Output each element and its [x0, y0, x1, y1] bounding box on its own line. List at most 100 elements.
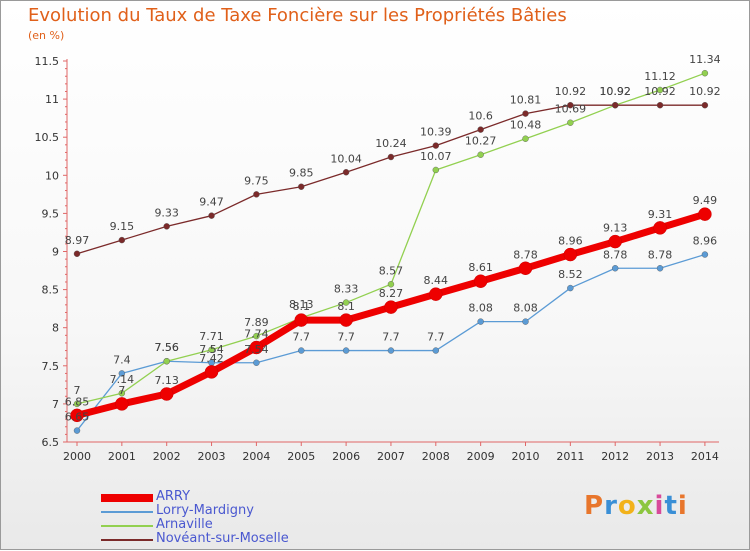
data-label-lorry-mardigny: 7.54: [244, 343, 269, 356]
data-label-nov-ant-sur-moselle: 9.47: [199, 196, 224, 209]
data-point-arnaville: [73, 400, 81, 408]
legend-label: Lorry-Mardigny: [156, 503, 254, 518]
data-label-arry: 8.78: [513, 248, 538, 261]
data-point-nov-ant-sur-moselle: [432, 142, 439, 149]
data-label-arry: 8.61: [468, 261, 493, 274]
data-label-nov-ant-sur-moselle: 10.39: [420, 126, 452, 139]
data-label-lorry-mardigny: 7.4: [113, 353, 131, 366]
data-point-arnaville: [253, 332, 260, 340]
data-label-arnaville: 11.12: [644, 70, 676, 83]
x-tick-label: 2009: [467, 450, 495, 463]
data-point-nov-ant-sur-moselle: [477, 126, 484, 133]
data-point-nov-ant-sur-moselle: [253, 191, 260, 198]
data-point-arry: [429, 287, 443, 301]
data-label-arnaville: 7.56: [154, 341, 179, 354]
data-point-nov-ant-sur-moselle: [73, 250, 81, 257]
data-point-nov-ant-sur-moselle: [656, 101, 664, 109]
data-label-lorry-mardigny: 7.54: [199, 343, 224, 356]
data-point-arry: [653, 221, 667, 235]
data-label-arnaville: 10.07: [420, 150, 452, 163]
data-point-nov-ant-sur-moselle: [612, 101, 619, 109]
legend-label: Novéant-sur-Moselle: [156, 531, 289, 546]
legend-swatch: [101, 494, 153, 502]
data-point-arry: [70, 408, 84, 423]
data-label-arnaville: 7.89: [244, 316, 269, 329]
data-label-lorry-mardigny: 8.96: [693, 235, 718, 248]
data-point-lorry-mardigny: [298, 347, 305, 354]
data-point-nov-ant-sur-moselle: [208, 212, 215, 219]
data-point-nov-ant-sur-moselle: [298, 183, 305, 190]
data-point-lorry-mardigny: [73, 427, 81, 434]
data-label-arry: 9.31: [648, 208, 673, 221]
data-label-lorry-mardigny: 7.7: [427, 331, 445, 344]
data-point-arnaville: [701, 69, 709, 77]
x-tick-label: 2007: [377, 450, 405, 463]
x-tick-label: 2010: [512, 450, 540, 463]
data-point-lorry-mardigny: [387, 347, 395, 354]
logo-letter: o: [617, 491, 637, 521]
x-tick-label: 2005: [287, 450, 315, 463]
data-point-arry: [249, 340, 264, 355]
data-label-arry: 7.42: [199, 352, 224, 365]
chart-unit-label: (en %): [28, 29, 65, 42]
data-label-arry: 9.13: [603, 222, 628, 235]
data-point-arnaville: [432, 166, 439, 174]
data-point-lorry-mardigny: [701, 251, 709, 258]
data-label-arry: 6.85: [65, 395, 90, 408]
data-label-nov-ant-sur-moselle: 10.24: [375, 137, 407, 150]
data-point-lorry-mardigny: [253, 359, 260, 366]
data-label-lorry-mardigny: 8.78: [603, 248, 628, 261]
data-label-arnaville: 7.71: [199, 330, 224, 343]
data-label-lorry-mardigny: 6.65: [65, 411, 90, 424]
data-label-arry: 7: [118, 384, 125, 397]
data-label-nov-ant-sur-moselle: 9.15: [110, 220, 135, 233]
x-tick-label: 2001: [108, 450, 136, 463]
proxiti-logo: Proxiti: [584, 491, 688, 521]
data-label-nov-ant-sur-moselle: 9.75: [244, 174, 269, 187]
logo-letter: x: [636, 491, 655, 521]
data-point-lorry-mardigny: [342, 347, 350, 354]
data-label-nov-ant-sur-moselle: 10.92: [599, 85, 631, 98]
data-point-lorry-mardigny: [522, 318, 529, 325]
data-point-nov-ant-sur-moselle: [118, 236, 126, 244]
data-label-arnaville: 8.57: [379, 264, 404, 277]
data-label-arry: 8.44: [424, 274, 449, 287]
x-tick-label: 2003: [198, 450, 226, 463]
logo-letter: P: [584, 491, 605, 521]
data-point-arnaville: [387, 281, 395, 288]
data-point-arnaville: [477, 151, 484, 158]
y-tick-label: 8: [52, 322, 59, 335]
legend-swatch: [101, 525, 153, 527]
data-point-nov-ant-sur-moselle: [387, 153, 395, 161]
logo-letter: i: [677, 491, 688, 521]
data-point-nov-ant-sur-moselle: [522, 110, 529, 117]
data-point-arry: [384, 300, 398, 314]
data-label-arnaville: 10.27: [465, 135, 497, 148]
data-point-arnaville: [118, 390, 126, 397]
data-point-arry: [115, 397, 129, 411]
y-tick-label: 10: [45, 169, 59, 182]
y-tick-label: 7.5: [42, 360, 60, 373]
logo-letter: i: [654, 491, 665, 521]
y-tick-label: 11.5: [35, 55, 60, 68]
data-label-arnaville: 8.13: [289, 298, 314, 311]
data-point-lorry-mardigny: [656, 265, 664, 272]
chart-title: Evolution du Taux de Taxe Foncière sur l…: [28, 5, 567, 26]
legend-label: Arnaville: [156, 517, 213, 532]
data-label-arnaville: 10.92: [599, 85, 631, 98]
data-point-arnaville: [522, 135, 529, 142]
data-label-lorry-mardigny: 8.78: [648, 248, 673, 261]
data-label-arry: 8.27: [379, 287, 404, 300]
data-label-arnaville: 7.14: [110, 373, 135, 386]
data-label-arry: 8.96: [558, 235, 583, 248]
legend-swatch: [101, 539, 153, 541]
data-label-lorry-mardigny: 7.7: [337, 331, 355, 344]
data-point-arnaville: [342, 299, 350, 306]
data-label-arnaville: 7: [74, 384, 81, 397]
data-point-arry: [294, 313, 308, 327]
x-tick-label: 2004: [242, 450, 270, 463]
data-point-arnaville: [208, 346, 215, 353]
x-tick-label: 2012: [601, 450, 629, 463]
